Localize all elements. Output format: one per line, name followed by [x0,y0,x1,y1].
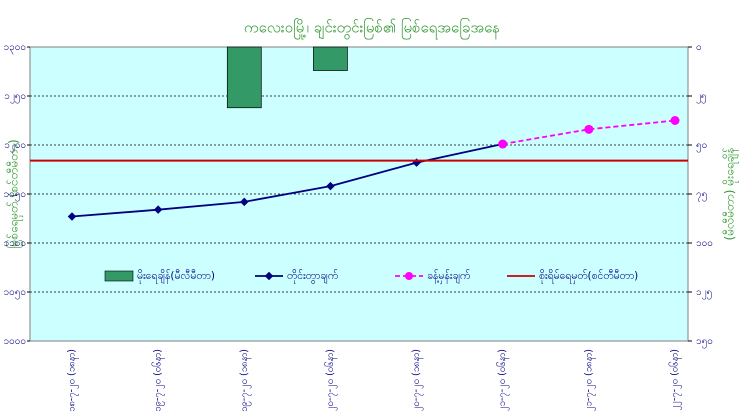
legend-label: စိုးရိမ်ရေမှတ်(စင်တီမီတာ) [539,269,638,284]
marker [584,124,594,134]
y-tick-label: ၁၀၅၀ [4,287,27,300]
y-tick-label: ၁၂၀၀ [4,140,26,153]
legend-swatch [104,270,134,282]
y-axis-label: မြစ်ရေမှတ် (စင်တီမီတာ) [5,139,24,248]
legend-marker [264,271,274,281]
legend-marker [405,272,413,280]
x-tick-label: ၁၉-၇-၂၀ (၁၈နာ) [239,349,251,412]
bar [226,46,262,109]
marker [670,116,680,125]
legend-label: တိုင်းတွာချက် [287,269,338,284]
y2-tick-label: ၁၅၀ [696,336,713,349]
marker [326,181,335,191]
y-tick-label: ၁၂၅၀ [4,91,26,104]
y2-tick-label: ၅၀ [696,140,707,153]
x-tick-label: ၂၁-၇-၂၀ (၀၆နာ) [497,349,509,411]
y-tick-label: ၁၃၀၀ [4,42,27,55]
y2-axis-label: (မီလီမီတာ) မိုးရေချိန် [722,148,740,241]
y2-tick-label: ၂၅ [696,91,707,104]
y-tick-label: ၁၁၀၀ [4,238,27,249]
x-tick-label: ၂၂-၇-၂၀ (၀၆နာ) [670,349,682,411]
y-tick-label: ၁၁၅၀ [4,189,27,202]
marker [153,205,163,214]
y2-tick-label: ၁၀၀ [696,238,713,249]
y2-tick-label: ၇၅ [696,189,707,202]
y2-tick-label: ၀ [696,42,702,53]
marker [240,197,249,207]
legend-label: ခန့်မှန်းချက် [427,269,470,284]
line [71,143,503,218]
x-tick-label: ၂၁-၇-၂၀ (၁၈နာ) [583,349,595,411]
legend-label: မိုးရေချိန်(မီလီမီတာ) [137,269,215,284]
x-tick-label: ၂၀-၇-၂၀ (၁၈နာ) [411,349,423,411]
bar [313,46,348,71]
marker [498,139,508,149]
chart-title: ကလေး၀မြို့၊ ချင်းတွင်းမြစ်၏ မြစ်ရေအခြေအန… [244,18,500,40]
y2-tick-label: ၁၂၅ [696,287,712,300]
line [502,119,676,145]
x-tick-label: ၁၉-၇-၂၀ (၀၆နာ) [153,349,165,412]
x-tick-label: ၁၈-၇-၂၀ (၁၈နာ) [67,349,79,412]
x-tick-label: ၂၀-၇-၂၀ (၀၆နာ) [325,349,337,411]
marker [67,212,77,221]
y-tick-label: ၁၀၀၀ [4,336,27,347]
